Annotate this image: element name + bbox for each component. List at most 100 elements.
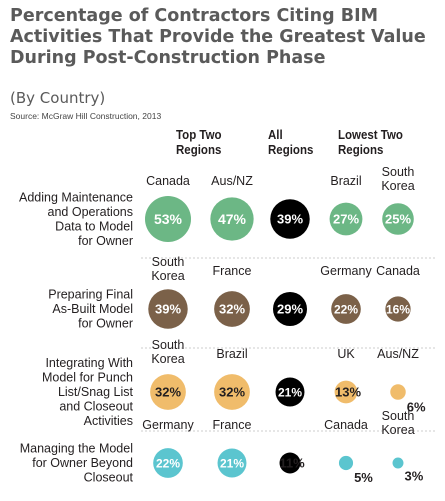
value-bubble	[270, 199, 310, 239]
chart-subtitle: (By Country)	[10, 89, 106, 107]
value-bubble	[329, 202, 363, 236]
value-bubble	[275, 377, 305, 407]
column-header-all-line-1: All	[268, 128, 283, 142]
country-label-line: France	[213, 264, 252, 278]
country-label-line: Brazil	[216, 347, 247, 361]
value-label: 47%	[218, 211, 247, 227]
value-label: 22%	[334, 302, 358, 316]
value-bubble	[148, 289, 188, 329]
value-bubble	[385, 296, 411, 322]
value-label: 32%	[219, 302, 245, 317]
country-label: Aus/NZ	[377, 347, 419, 361]
chart-title: Percentage of Contractors Citing BIM Act…	[10, 6, 440, 69]
value-label: 3%	[404, 468, 423, 483]
column-header-all-line-2: Regions	[268, 143, 314, 157]
value-bubble	[145, 196, 191, 242]
column-header-top-two-line-1: Top Two	[176, 128, 222, 142]
value-bubble	[153, 448, 183, 478]
country-label-line: South	[382, 409, 415, 423]
value-label: 22%	[156, 456, 180, 470]
value-bubble	[392, 457, 404, 469]
row-label-line: Model for Punch	[42, 371, 133, 385]
row-label-line: Closeout	[84, 471, 134, 485]
chart-row-1: Adding Maintenance and Operations Data to …	[19, 165, 436, 259]
country-label-line: Korea	[151, 352, 184, 366]
value-label: 39%	[155, 302, 181, 317]
value-label: 11%	[279, 456, 305, 471]
country-label-line: Canada	[146, 174, 190, 188]
country-label: France	[213, 264, 252, 278]
row-label-line: Adding Maintenance	[19, 190, 133, 204]
row-label: Managing the Model for Owner Beyond Closeo…	[20, 442, 134, 485]
row-label-line: List/Snag List	[58, 385, 134, 399]
value-bubble	[272, 291, 308, 327]
title-line-2: Activities That Provide the Greatest Val…	[10, 27, 426, 47]
value-bubble	[150, 374, 186, 410]
value-bubble	[214, 374, 250, 410]
value-bubble	[279, 452, 301, 474]
value-bubble	[338, 455, 354, 471]
value-label: 13%	[335, 385, 361, 400]
row-label-line: and Closeout	[59, 400, 133, 414]
value-label: 6%	[407, 400, 426, 415]
country-label: UK	[337, 347, 355, 361]
column-header-lowest-two-line-2: Regions	[338, 143, 384, 157]
country-label-line: UK	[337, 347, 355, 361]
country-label-line: Korea	[381, 423, 414, 437]
value-label: 29%	[277, 302, 303, 317]
country-label: Brazil	[216, 347, 247, 361]
row-label-line: Activities	[84, 414, 133, 428]
country-label-line: Canada	[324, 418, 368, 432]
country-label: Canada	[324, 418, 368, 432]
value-bubble	[331, 294, 361, 324]
country-label-line: South	[152, 338, 185, 352]
country-label-line: Brazil	[330, 174, 361, 188]
column-header-top-two-line-2: Regions	[176, 143, 222, 157]
country-label: Canada	[376, 264, 420, 278]
row-label-line: Managing the Model	[20, 442, 133, 456]
row-label-line: Data to Model	[55, 219, 133, 233]
country-label-line: South	[382, 165, 415, 179]
chart-row-3: Integrating With Model for Punch List/Snag…	[42, 338, 436, 432]
country-label: South Korea	[381, 165, 414, 193]
column-header-lowest-two: Lowest Two Regions	[338, 128, 403, 158]
country-label-line: Aus/NZ	[211, 174, 253, 188]
row-label-line: and Operations	[48, 205, 133, 219]
value-bubble	[214, 291, 250, 327]
row-label: Preparing Final As-Built Model for Owner	[48, 288, 133, 331]
chart-source: Source: McGraw Hill Construction, 2013	[10, 111, 162, 121]
country-label: Germany	[142, 418, 194, 432]
value-bubble	[334, 380, 358, 404]
row-label-line: Integrating With	[45, 356, 133, 370]
column-header-lowest-two-line-1: Lowest Two	[338, 128, 403, 142]
title-line-3: During Post-Construction Phase	[10, 48, 326, 68]
country-label: South Korea	[151, 338, 184, 366]
country-label-line: Germany	[142, 418, 194, 432]
title-line-1: Percentage of Contractors Citing BIM	[10, 6, 378, 26]
row-label: Integrating With Model for Punch List/Snag…	[42, 356, 134, 428]
row-label-line: for Owner	[78, 234, 133, 248]
country-label: France	[213, 418, 252, 432]
value-bubble	[390, 384, 406, 400]
value-label: 32%	[155, 385, 181, 400]
value-bubble	[382, 203, 414, 235]
country-label-line: Canada	[376, 264, 420, 278]
country-label-line: France	[213, 418, 252, 432]
value-bubble	[210, 197, 254, 241]
country-label-line: South	[152, 255, 185, 269]
row-label: Adding Maintenance and Operations Data to …	[19, 190, 133, 248]
column-header-all: All Regions	[268, 128, 313, 158]
row-label-line: Preparing Final	[48, 288, 133, 302]
country-label: South Korea	[151, 255, 184, 283]
value-label: 27%	[333, 212, 359, 227]
value-label: 5%	[354, 470, 373, 485]
row-label-line: for Owner Beyond	[32, 456, 133, 470]
column-header-top-two: Top Two Regions	[176, 128, 222, 158]
country-label: Canada	[146, 174, 190, 188]
country-label: Brazil	[330, 174, 361, 188]
country-label-line: Germany	[320, 264, 372, 278]
country-label-line: Aus/NZ	[377, 347, 419, 361]
value-label: 32%	[219, 385, 245, 400]
country-label: Aus/NZ	[211, 174, 253, 188]
